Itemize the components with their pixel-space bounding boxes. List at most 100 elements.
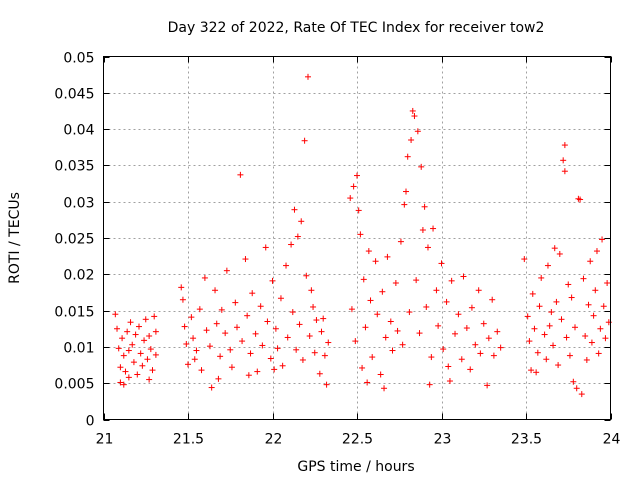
data-point [294,233,301,240]
data-point [223,267,230,274]
data-point [394,327,401,334]
data-point [125,374,132,381]
data-point [445,363,452,370]
data-point [301,137,308,144]
data-point [352,338,359,345]
plot-frame [103,56,611,420]
data-point [489,296,496,303]
data-point [132,331,139,338]
data-point [129,341,136,348]
data-point [362,324,369,331]
y-tick-label: 0.045 [54,87,94,103]
data-point [550,342,557,349]
x-tick-label: 22 [265,432,283,448]
x-tick-label: 23 [434,432,452,448]
data-point [573,385,580,392]
data-point [600,303,607,310]
data-point [283,262,290,269]
data-point [239,338,246,345]
data-point [267,355,274,362]
data-point [257,303,264,310]
x-tick-label: 23.5 [511,432,542,448]
axis-ticks: 0 0.005 0.01 0.015 0.02 0.025 0.03 0.035 0.04 0.0… [54,51,620,448]
data-point [408,136,415,143]
data-point [316,370,323,377]
data-point [475,287,482,294]
data-point [247,350,254,357]
data-point [298,218,305,225]
data-point [244,312,251,319]
data-point [114,325,121,332]
data-point [146,333,153,340]
data-point [115,345,122,352]
data-point [463,325,470,332]
data-point [369,354,376,361]
data-point [117,364,124,371]
data-point [234,324,241,331]
data-point [152,328,159,335]
data-point [359,364,366,371]
data-point [588,339,595,346]
data-point [228,364,235,371]
data-point [139,362,146,369]
data-point [592,287,599,294]
data-point [446,378,453,385]
y-tick-label: 0.015 [54,305,94,321]
data-point [279,362,286,369]
data-point [411,113,418,120]
data-point [593,248,600,255]
data-point [392,280,399,287]
data-point [585,301,592,308]
data-point [347,195,354,202]
data-point [237,171,244,178]
data-point [348,306,355,313]
data-point [198,367,205,374]
data-point [458,356,465,363]
data-point [193,347,200,354]
data-point [597,325,604,332]
data-point [271,366,278,373]
data-point [568,294,575,301]
data-point [135,323,142,330]
data-point [325,339,332,346]
data-point [587,258,594,265]
data-point [151,313,158,320]
data-point [284,334,291,341]
data-point [467,366,474,373]
data-point [448,277,455,284]
y-tick-label: 0.005 [54,377,94,393]
data-point [134,371,141,378]
data-point [120,381,127,388]
data-point [397,238,404,245]
data-point [127,319,134,326]
x-tick-label: 24 [603,432,621,448]
data-point [179,296,186,303]
data-point [544,262,551,269]
data-point [304,73,311,80]
data-point [403,188,410,195]
data-point [152,351,159,358]
data-point [599,236,606,243]
data-point [531,325,538,332]
data-point [308,287,315,294]
data-point [490,352,497,359]
data-point [185,361,191,368]
data-point [389,347,396,354]
data-point [311,349,318,356]
data-point [556,250,563,257]
data-point [206,343,213,350]
data-point [201,274,208,281]
data-point [196,306,203,313]
data-point [438,260,445,267]
data-point [357,231,364,238]
data-point [435,322,442,329]
data-point [112,311,119,318]
data-point [350,183,357,190]
data-point [577,196,584,203]
data-point [419,227,426,234]
data-point [355,207,362,214]
data-point [528,367,535,374]
data-point [360,276,367,283]
data-point [524,313,531,320]
